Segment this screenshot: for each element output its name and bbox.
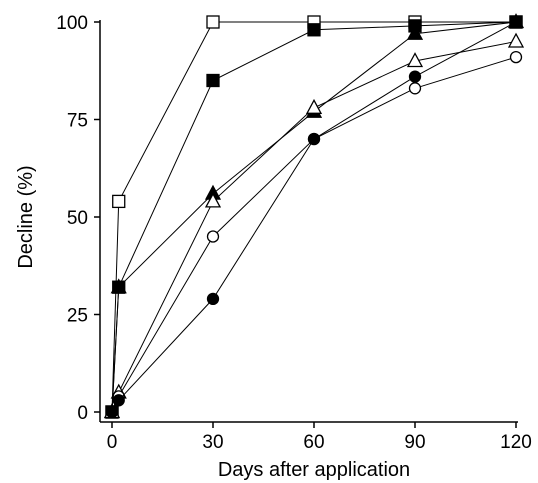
x-tick-label: 30 [202, 432, 223, 453]
marker [105, 405, 119, 419]
series-line [111, 21, 516, 413]
marker [206, 230, 220, 243]
marker [206, 15, 220, 29]
series-line [111, 41, 517, 413]
marker [408, 82, 422, 95]
marker [112, 194, 126, 209]
marker [305, 98, 323, 114]
marker [112, 394, 125, 407]
x-axis-title: Days after application [218, 459, 410, 481]
axis-ticks: 0 30 60 90 120 0 25 50 75 100 [56, 13, 532, 453]
x-tick-label: 120 [500, 432, 532, 453]
series-filled-circle [105, 15, 523, 419]
y-tick-label: 25 [67, 306, 88, 327]
y-axis-title: Decline (%) [15, 165, 37, 268]
marker [206, 292, 220, 306]
marker [408, 70, 422, 83]
marker [406, 24, 424, 40]
marker [307, 23, 321, 37]
x-tick-label: 0 [107, 432, 118, 453]
y-tick-label: 0 [77, 403, 88, 424]
marker [204, 192, 222, 208]
series-open-square [105, 15, 523, 419]
x-tick-label: 90 [404, 432, 425, 453]
y-tick-label: 50 [67, 208, 88, 229]
marker [406, 52, 424, 68]
y-tick-label: 75 [67, 111, 88, 132]
series-filled-triangle [103, 13, 525, 419]
series-layer [103, 13, 525, 419]
series-filled-square [105, 15, 523, 419]
marker [110, 278, 127, 294]
marker [509, 50, 523, 64]
series-open-triangle [103, 32, 525, 419]
x-tick-label: 60 [303, 432, 324, 453]
series-line [111, 21, 517, 413]
series-line [111, 21, 517, 413]
marker [307, 132, 321, 146]
marker [509, 15, 523, 29]
marker [507, 32, 525, 48]
series-line [111, 21, 517, 413]
y-tick-label: 100 [56, 13, 88, 34]
marker [206, 73, 220, 88]
axes [99, 20, 518, 423]
